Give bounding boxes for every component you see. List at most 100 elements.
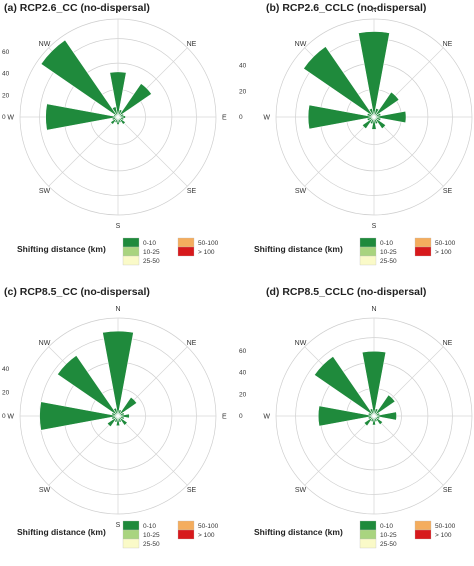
legend-label: 25-50: [380, 258, 397, 265]
legend-title: Shifting distance (km): [17, 527, 106, 537]
grid-spoke: [373, 415, 444, 486]
radial-tick-label: 20: [239, 88, 247, 95]
direction-label-n: N: [371, 7, 376, 14]
legend-swatch: [122, 255, 140, 266]
rose-petal: [368, 107, 375, 118]
legend-swatch: [122, 529, 140, 540]
legend-swatch: [414, 520, 432, 531]
direction-label-n: N: [115, 306, 120, 313]
rose-petal: [307, 104, 375, 130]
grid-spoke: [48, 116, 119, 187]
direction-label-e: E: [222, 414, 227, 421]
legend-swatch: [359, 529, 377, 540]
rose-petal: [117, 116, 126, 125]
direction-label-s: S: [372, 223, 377, 230]
radial-tick-label: 0: [239, 413, 243, 420]
legend-swatch: [177, 529, 195, 540]
radial-tick-label: 40: [2, 366, 10, 373]
rose-petal: [106, 415, 119, 428]
legend-swatch: [177, 246, 195, 257]
radial-tick-label: 0: [239, 114, 243, 121]
radial-tick-label: 40: [2, 71, 10, 78]
direction-label-nw: NW: [295, 41, 307, 48]
legend-swatch: [359, 237, 377, 248]
direction-label-w: W: [7, 115, 14, 122]
rose-petal: [373, 415, 384, 426]
panel-title: (b) RCP2.6_CCLC (no-dispersal): [266, 2, 426, 14]
rose-panel-c: (c) RCP8.5_CC (no-dispersal) N NE E SE S SW W NW…: [2, 286, 227, 549]
legend-label: 10-25: [143, 249, 160, 256]
direction-label-w: W: [263, 115, 270, 122]
legend-label: > 100: [198, 532, 215, 539]
legend-label: 0-10: [143, 240, 156, 247]
radial-tick-label: 60: [2, 49, 10, 56]
rose-petal: [40, 39, 119, 118]
legend-swatch: [122, 538, 140, 549]
legend-swatch: [122, 520, 140, 531]
legend-label: > 100: [435, 532, 452, 539]
grid-spoke: [48, 415, 119, 486]
legend-label: 10-25: [380, 249, 397, 256]
direction-label-ne: NE: [187, 41, 197, 48]
rose-petal: [116, 116, 120, 125]
direction-label-n: N: [371, 306, 376, 313]
rose-petal: [373, 91, 400, 118]
rose-petal: [371, 116, 377, 130]
radial-tick-label: 60: [239, 348, 247, 355]
rose-petal: [361, 350, 387, 417]
legend-label: 25-50: [143, 541, 160, 548]
direction-label-s: S: [116, 223, 121, 230]
direction-label-sw: SW: [39, 487, 51, 494]
rose-panel-b: (b) RCP2.6_CCLC (no-dispersal)NNEESESSWW…: [239, 2, 473, 266]
rose-petal: [373, 394, 396, 417]
rose-panel-a: (a) RCP2.6_CC (no-dispersal)N NE E SE S SW W NW…: [2, 2, 227, 266]
radial-tick-label: 0: [2, 114, 6, 121]
legend-label: > 100: [198, 249, 215, 256]
legend-label: 10-25: [380, 532, 397, 539]
rose-petal: [373, 110, 407, 124]
grid-spoke: [117, 116, 188, 187]
rose-petal: [45, 103, 119, 131]
legend-swatch: [122, 237, 140, 248]
legend-swatch: [414, 529, 432, 540]
legend: Shifting distance (km) 0-10 10-25 25-50 50-1…: [17, 520, 219, 549]
legend-swatch: [359, 538, 377, 549]
direction-label-se: SE: [443, 487, 453, 494]
legend-swatch: [359, 246, 377, 257]
legend-label: > 100: [435, 249, 452, 256]
direction-label-w: W: [263, 414, 270, 421]
panel-title: (d) RCP8.5_CCLC (no-dispersal): [266, 286, 426, 298]
rose-petal: [117, 396, 138, 417]
legend-swatch: [414, 246, 432, 257]
radial-tick-label: 20: [2, 92, 10, 99]
legend-title: Shifting distance (km): [254, 244, 343, 254]
legend-swatch: [177, 520, 195, 531]
legend: Shifting distance (km) 0-10 10-25 25-50 50-1…: [254, 520, 456, 549]
direction-label-sw: SW: [39, 188, 51, 195]
radial-tick-label: 0: [2, 413, 6, 420]
legend-swatch: [177, 237, 195, 248]
rose-panel-d: (d) RCP8.5_CCLC (no-dispersal)NNEESESSWW…: [239, 286, 473, 549]
direction-label-se: SE: [187, 487, 197, 494]
legend-label: 50-100: [198, 240, 219, 247]
legend-swatch: [359, 255, 377, 266]
rose-petal: [39, 401, 119, 431]
legend-label: 50-100: [435, 523, 456, 530]
direction-label-e: E: [222, 115, 227, 122]
legend-swatch: [414, 237, 432, 248]
direction-label-nw: NW: [39, 41, 51, 48]
legend-label: 0-10: [380, 523, 393, 530]
radial-tick-label: 20: [2, 390, 10, 397]
rose-petal: [363, 415, 375, 427]
legend-swatch: [122, 246, 140, 257]
radial-tick-label: 40: [239, 63, 247, 70]
direction-label-nw: NW: [39, 340, 51, 347]
rose-petal: [111, 106, 119, 118]
direction-label-n: N: [115, 7, 120, 14]
grid-spoke: [117, 415, 188, 486]
legend-label: 50-100: [435, 240, 456, 247]
direction-label-nw: NW: [295, 340, 307, 347]
legend-swatch: [359, 520, 377, 531]
legend-label: 25-50: [380, 541, 397, 548]
